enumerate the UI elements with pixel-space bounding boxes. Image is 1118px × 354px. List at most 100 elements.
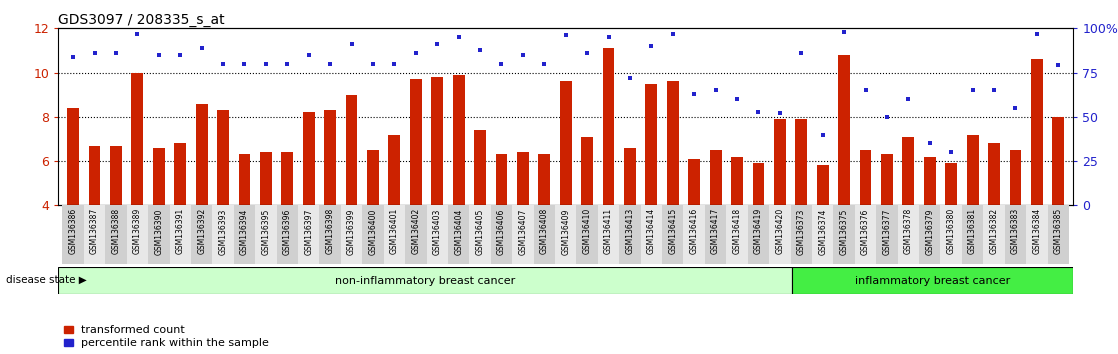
Text: GSM136399: GSM136399	[347, 208, 356, 255]
Text: GSM136376: GSM136376	[861, 208, 870, 255]
Text: GSM136401: GSM136401	[390, 208, 399, 255]
Text: GSM136384: GSM136384	[1032, 208, 1041, 255]
Bar	[795, 119, 807, 205]
Bar	[517, 152, 529, 205]
Bar	[988, 143, 999, 205]
Text: GSM136417: GSM136417	[711, 208, 720, 255]
Text: GSM136373: GSM136373	[797, 208, 806, 255]
Bar	[405, 205, 426, 264]
Point	[557, 33, 575, 38]
Bar	[598, 205, 619, 264]
Bar	[860, 150, 871, 205]
Bar	[105, 205, 126, 264]
Text: GSM136378: GSM136378	[903, 208, 913, 255]
Point	[643, 43, 661, 49]
Point	[342, 41, 360, 47]
Bar	[495, 154, 508, 205]
Point	[300, 52, 318, 58]
Bar	[362, 205, 383, 264]
Bar	[276, 205, 299, 264]
Bar	[641, 205, 662, 264]
Point	[1050, 63, 1068, 68]
Bar	[774, 119, 786, 205]
Bar	[153, 148, 164, 205]
Text: GSM136413: GSM136413	[625, 208, 634, 255]
Point	[985, 87, 1003, 93]
Point	[685, 91, 703, 97]
Bar	[234, 205, 255, 264]
Bar	[560, 81, 571, 205]
Point	[899, 96, 917, 102]
Bar	[877, 205, 898, 264]
Text: GSM136418: GSM136418	[732, 208, 741, 255]
Bar	[320, 205, 341, 264]
Point	[386, 61, 404, 67]
Point	[150, 52, 168, 58]
Bar	[581, 137, 593, 205]
Bar	[410, 79, 421, 205]
Point	[835, 29, 853, 35]
Bar	[898, 205, 919, 264]
Text: GSM136389: GSM136389	[133, 208, 142, 255]
Text: GSM136420: GSM136420	[776, 208, 785, 255]
Bar	[752, 163, 765, 205]
Bar	[345, 95, 358, 205]
Text: GSM136397: GSM136397	[304, 208, 313, 255]
Text: GSM136392: GSM136392	[197, 208, 206, 255]
Point	[707, 87, 724, 93]
Text: GSM136391: GSM136391	[176, 208, 184, 255]
Point	[428, 41, 446, 47]
Text: GSM136394: GSM136394	[240, 208, 249, 255]
Bar	[303, 113, 314, 205]
Text: GSM136383: GSM136383	[1011, 208, 1020, 255]
Bar	[88, 145, 101, 205]
Legend: transformed count, percentile rank within the sample: transformed count, percentile rank withi…	[64, 325, 269, 348]
Bar	[58, 267, 793, 294]
Text: non-inflammatory breast cancer: non-inflammatory breast cancer	[335, 275, 515, 286]
Bar	[196, 104, 208, 205]
Bar	[793, 267, 1073, 294]
Text: GSM136396: GSM136396	[283, 208, 292, 255]
Bar	[683, 205, 705, 264]
Point	[86, 50, 104, 56]
Bar	[619, 205, 641, 264]
Bar	[731, 156, 743, 205]
Bar	[855, 205, 877, 264]
Bar	[984, 205, 1005, 264]
Text: GDS3097 / 208335_s_at: GDS3097 / 208335_s_at	[58, 13, 225, 27]
Bar	[67, 108, 79, 205]
Bar	[645, 84, 657, 205]
Bar	[902, 137, 915, 205]
Bar	[555, 205, 577, 264]
Bar	[940, 205, 961, 264]
Bar	[426, 205, 448, 264]
Bar	[790, 205, 812, 264]
Bar	[533, 205, 555, 264]
Bar	[833, 205, 855, 264]
Text: GSM136408: GSM136408	[540, 208, 549, 255]
Bar	[748, 205, 769, 264]
Bar	[255, 205, 276, 264]
Point	[129, 31, 146, 36]
Bar	[170, 205, 191, 264]
Bar	[217, 110, 229, 205]
Point	[192, 45, 210, 51]
Point	[257, 61, 275, 67]
Point	[664, 31, 682, 36]
Bar	[967, 135, 978, 205]
Bar	[132, 73, 143, 205]
Bar	[110, 145, 122, 205]
Point	[407, 50, 425, 56]
Text: GSM136415: GSM136415	[669, 208, 678, 255]
Bar	[84, 205, 105, 264]
Text: GSM136382: GSM136382	[989, 208, 998, 255]
Bar	[238, 154, 250, 205]
Bar	[512, 205, 533, 264]
Bar	[174, 143, 186, 205]
Point	[471, 47, 489, 52]
Point	[856, 87, 874, 93]
Bar	[1052, 117, 1064, 205]
Text: GSM136395: GSM136395	[262, 208, 271, 255]
Point	[771, 110, 789, 116]
Point	[1006, 105, 1024, 111]
